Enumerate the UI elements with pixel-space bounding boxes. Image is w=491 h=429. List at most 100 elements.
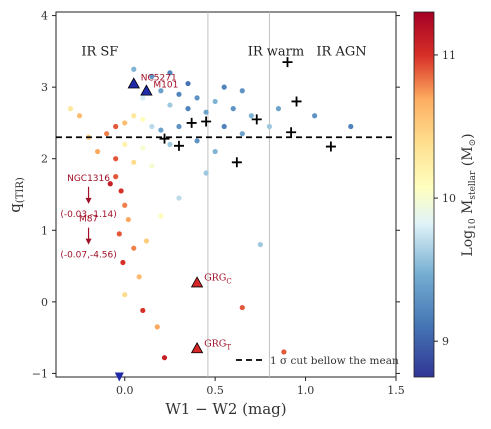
data-point bbox=[248, 113, 254, 119]
data-point bbox=[176, 123, 182, 130]
label-grgt: GRGT bbox=[204, 338, 231, 351]
y-axis-label: q(TIR) bbox=[6, 177, 26, 213]
triangle-grgc bbox=[190, 276, 204, 288]
data-point bbox=[185, 80, 191, 87]
data-point bbox=[176, 91, 182, 97]
data-point bbox=[131, 113, 137, 119]
data-point bbox=[118, 188, 124, 194]
plus-marker bbox=[231, 157, 242, 168]
legend-label: 1 σ cut bellow the mean bbox=[270, 355, 399, 367]
region-labels: IR SF IR warm IR AGN bbox=[81, 44, 366, 59]
plus-marker bbox=[286, 127, 297, 138]
y-tick-label: 2 bbox=[41, 153, 48, 166]
label-subscript: C bbox=[226, 278, 231, 286]
data-point bbox=[167, 102, 173, 108]
colorbar-ticks: 9 10 11 bbox=[434, 49, 456, 348]
data-point bbox=[194, 95, 200, 101]
data-point bbox=[158, 127, 164, 133]
label-grgc: GRGC bbox=[204, 273, 232, 286]
data-point bbox=[140, 145, 146, 151]
data-point bbox=[143, 238, 150, 244]
data-point bbox=[122, 120, 128, 126]
data-point bbox=[113, 174, 119, 180]
region-label-0: IR SF bbox=[81, 44, 118, 59]
x-tick-label: 1.5 bbox=[387, 384, 405, 397]
data-point bbox=[212, 148, 218, 155]
annotation-ngc1316-coords: (-0.03,-1.14) bbox=[60, 210, 116, 220]
plus-marker bbox=[282, 57, 293, 68]
annotation-m87-name: M87 bbox=[79, 215, 98, 225]
data-point bbox=[221, 123, 227, 130]
legend: 1 σ cut bellow the mean bbox=[236, 355, 399, 367]
data-point bbox=[194, 138, 200, 144]
y-tick-label: −1 bbox=[32, 367, 48, 380]
label-ngc5271: NC5271 bbox=[141, 74, 177, 84]
data-point bbox=[167, 70, 173, 76]
colorbar-label-sun: ⊙ bbox=[468, 139, 478, 147]
data-point bbox=[149, 73, 155, 80]
data-point bbox=[149, 123, 155, 130]
data-point bbox=[136, 274, 142, 280]
colorbar-label-unit: (M bbox=[460, 146, 476, 170]
y-tick-label: 1 bbox=[41, 224, 48, 237]
data-point bbox=[158, 88, 164, 94]
region-label-2: IR AGN bbox=[316, 44, 366, 59]
colorbar bbox=[413, 11, 435, 378]
data-point bbox=[113, 156, 119, 162]
x-tick-label: 1.0 bbox=[297, 384, 315, 397]
data-point bbox=[140, 307, 146, 314]
x-tick-label: 0.0 bbox=[116, 384, 134, 397]
label-subscript: T bbox=[226, 343, 231, 351]
plot-area bbox=[55, 11, 397, 378]
data-point bbox=[94, 148, 101, 155]
data-point bbox=[312, 113, 318, 119]
annotation-ngc1316-arrow-head bbox=[85, 197, 92, 204]
data-point bbox=[140, 116, 146, 122]
plus-marker bbox=[186, 117, 197, 128]
data-point bbox=[116, 231, 122, 237]
data-point bbox=[149, 163, 155, 169]
data-point bbox=[122, 292, 128, 298]
triangle-grgt bbox=[190, 342, 204, 354]
plus-marker bbox=[173, 140, 184, 151]
data-point bbox=[212, 98, 218, 105]
x-axis-label: W1 − W2 (mag) bbox=[165, 400, 286, 418]
data-point bbox=[167, 141, 173, 148]
triangle-ngc5271 bbox=[127, 77, 140, 89]
data-point bbox=[120, 259, 126, 266]
region-divider-lines bbox=[207, 12, 270, 377]
data-point bbox=[76, 113, 83, 119]
data-point bbox=[113, 123, 119, 130]
annotation-m87-arrow-head bbox=[85, 238, 92, 245]
data-point bbox=[131, 245, 137, 251]
annotation-ngc1316-name: NGC1316 bbox=[67, 174, 110, 184]
data-point bbox=[203, 170, 209, 176]
colorbar-label-close: ) bbox=[460, 133, 476, 138]
y-tick-label: 3 bbox=[41, 81, 48, 94]
scatter-points bbox=[67, 66, 354, 361]
data-point bbox=[203, 109, 209, 115]
arrow-annotations: NGC1316 (-0.03,-1.14)M87 (-0.07,-4.56) bbox=[60, 174, 116, 261]
data-point bbox=[122, 141, 128, 148]
data-point bbox=[239, 304, 245, 311]
plus-markers bbox=[159, 57, 336, 168]
data-point bbox=[154, 324, 160, 330]
data-point bbox=[221, 84, 227, 90]
data-point bbox=[230, 106, 236, 112]
data-point bbox=[158, 213, 164, 219]
x-axis-ticks: 0.0 0.5 1.0 1.5 bbox=[116, 377, 405, 397]
data-point bbox=[125, 216, 131, 223]
triangle-m101 bbox=[140, 84, 153, 96]
colorbar-label-stellar: stellar bbox=[468, 170, 478, 200]
colorbar-label: Log10 Mstellar (M⊙) bbox=[460, 133, 478, 256]
data-point bbox=[161, 355, 168, 361]
data-point bbox=[107, 181, 113, 187]
plus-marker bbox=[251, 114, 262, 125]
data-point bbox=[176, 195, 182, 201]
colorbar-tick-label: 11 bbox=[442, 49, 456, 62]
data-point bbox=[185, 106, 191, 112]
data-point bbox=[239, 131, 245, 137]
data-point bbox=[239, 88, 245, 94]
data-point bbox=[257, 241, 263, 248]
